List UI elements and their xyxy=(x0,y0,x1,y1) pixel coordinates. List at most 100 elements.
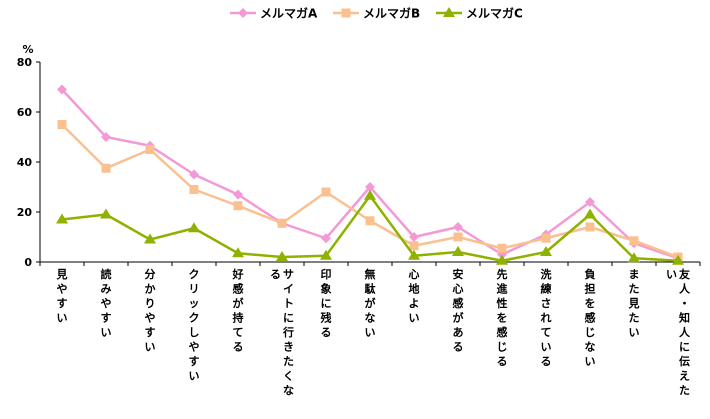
category-label-char: に xyxy=(321,297,332,310)
category-label-char: あ xyxy=(453,326,464,339)
category-label-char: み xyxy=(101,283,112,296)
data-point-triangle xyxy=(496,254,508,265)
data-point-triangle xyxy=(144,233,156,244)
data-point-square xyxy=(629,236,639,246)
category-label-char: が xyxy=(233,296,244,310)
category-label-char: い xyxy=(365,326,376,339)
legend-label: メルマガB xyxy=(363,6,420,21)
category-label-char: た xyxy=(629,283,640,296)
category-label-char: イ xyxy=(283,283,294,296)
category-label-char: 知 xyxy=(678,311,690,325)
category-label-char: や xyxy=(189,341,200,354)
category-label-char: た xyxy=(629,312,640,325)
data-point-square xyxy=(409,241,419,251)
legend-item: メルマガA xyxy=(230,6,318,21)
category-label-char: な xyxy=(283,384,294,397)
category-label-char: じ xyxy=(585,326,596,339)
data-point-diamond xyxy=(238,8,248,18)
category-label-char: 分 xyxy=(145,267,156,281)
data-point-triangle xyxy=(232,247,244,258)
data-point-square xyxy=(189,185,199,194)
category-label-char: な xyxy=(585,341,596,354)
data-point-diamond xyxy=(57,84,67,95)
category-label-char: 感 xyxy=(585,311,596,325)
category-label-char: ク xyxy=(189,312,200,325)
category-label-char: な xyxy=(365,312,376,325)
category-label-char: 安 xyxy=(453,267,464,281)
category-label-char: ・ xyxy=(679,297,690,310)
data-point-diamond xyxy=(321,233,331,244)
category-label-char: か xyxy=(145,283,156,296)
category-label-char: い xyxy=(629,326,640,339)
category-label-char: 練 xyxy=(541,282,552,296)
category-label-char: 洗 xyxy=(541,267,552,281)
data-point-triangle xyxy=(408,249,420,260)
legend: メルマガA メルマガB メルマガC xyxy=(230,6,523,21)
category-label-char: や xyxy=(101,297,112,310)
category-label-char: 人 xyxy=(679,282,691,296)
data-point-triangle xyxy=(100,208,112,219)
category-label-char: き xyxy=(283,341,294,354)
category-label-char: 好 xyxy=(232,267,244,281)
category-label-char: し xyxy=(189,326,200,339)
category-label-char: 持 xyxy=(233,311,244,325)
data-point-triangle xyxy=(443,7,455,17)
data-point-triangle xyxy=(56,213,68,224)
data-point-square xyxy=(57,120,67,129)
data-point-triangle xyxy=(364,189,376,200)
category-label-char: に xyxy=(679,341,690,354)
category-label-char: 地 xyxy=(409,282,420,296)
data-point-square xyxy=(341,8,351,18)
category-label-char: い xyxy=(541,341,552,354)
category-label-char: り xyxy=(145,297,156,310)
legend-item: メルマガC xyxy=(436,6,523,21)
data-point-triangle xyxy=(320,249,332,260)
category-label-char: る xyxy=(497,355,508,368)
category-label-char: ク xyxy=(189,268,200,281)
category-label-char: リ xyxy=(189,283,200,296)
legend-item: メルマガB xyxy=(333,6,420,21)
data-point-diamond xyxy=(453,222,463,232)
category-label-char: を xyxy=(585,297,596,310)
y-tick-label: 20 xyxy=(17,206,33,219)
y-tick-label: 60 xyxy=(17,106,33,119)
category-label-char: 感 xyxy=(497,325,508,339)
axes xyxy=(36,61,701,266)
category-label-char: す xyxy=(145,326,156,339)
data-point-diamond xyxy=(101,132,111,142)
data-point-diamond xyxy=(409,232,419,242)
category-label-char: 印 xyxy=(321,268,332,281)
category-label-char: 性 xyxy=(497,296,508,310)
series-メルマガB xyxy=(57,120,683,262)
category-label-char: 伝 xyxy=(679,354,690,368)
category-label-char: 友 xyxy=(679,267,690,281)
category-label-char: 見 xyxy=(56,268,68,281)
data-point-square xyxy=(365,216,375,226)
category-label-char: サ xyxy=(283,268,294,281)
data-point-triangle xyxy=(276,251,288,261)
category-label-char: 感 xyxy=(233,282,244,296)
y-tick-label: 80 xyxy=(17,56,33,69)
y-tick-label: 0 xyxy=(24,256,32,269)
data-point-triangle xyxy=(672,254,684,265)
category-label-char: 感 xyxy=(453,296,464,310)
category-label-char: 担 xyxy=(585,282,596,296)
category-label-char: る xyxy=(321,326,332,339)
category-label-char: 象 xyxy=(321,282,332,296)
category-label-char: す xyxy=(189,355,200,368)
category-label-char: じ xyxy=(497,341,508,354)
category-label-char: い xyxy=(101,326,112,339)
data-point-square xyxy=(541,233,551,243)
